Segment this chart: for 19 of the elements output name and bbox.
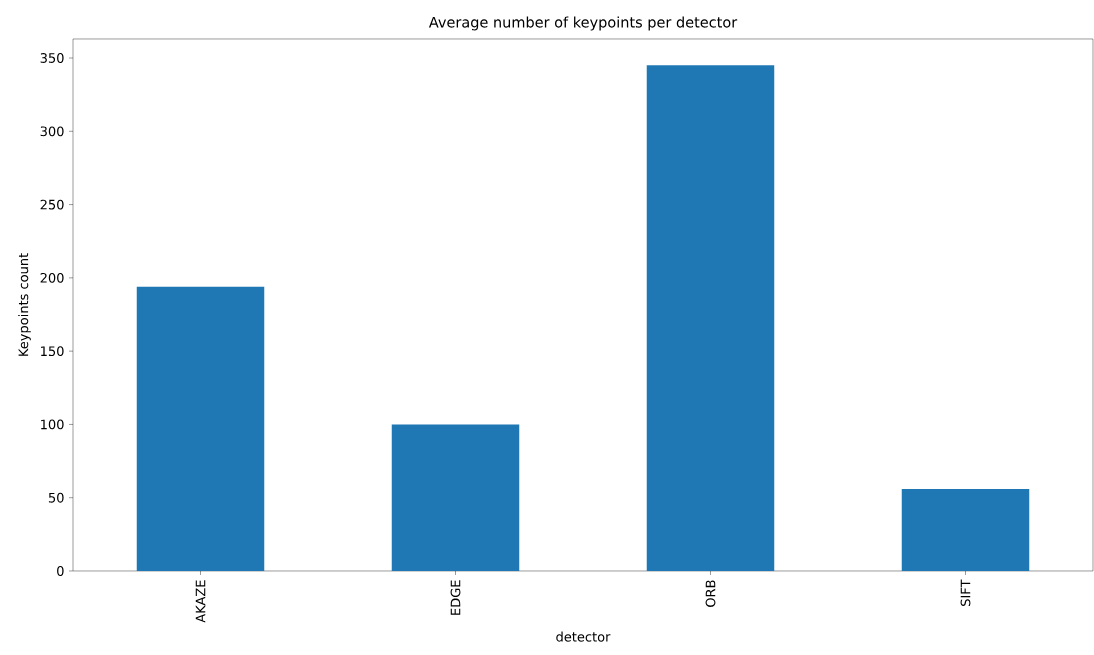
y-tick-label: 100 [41, 419, 64, 430]
x-tick-label: EDGE [450, 580, 461, 615]
bar [646, 65, 775, 571]
x-tick-label: AKAZE [195, 580, 206, 623]
bar [901, 488, 1030, 571]
y-tick-label: 200 [40, 272, 64, 283]
y-tick-label: 0 [57, 566, 64, 576]
chart-title: Average number of keypoints per detector [428, 16, 738, 31]
y-tick-label: 50 [48, 492, 64, 503]
bar [391, 424, 520, 571]
bar [136, 286, 265, 571]
x-tick-label: ORB [705, 580, 716, 607]
x-axis-title: detector [556, 631, 611, 642]
y-tick-label: 300 [40, 126, 64, 137]
x-tick-label: SIFT [960, 579, 971, 606]
y-axis-title: Keypoints count [18, 253, 31, 356]
y-tick-label: 250 [40, 199, 64, 210]
y-tick-label: 350 [40, 53, 64, 63]
y-tick-label: 150 [41, 346, 64, 357]
